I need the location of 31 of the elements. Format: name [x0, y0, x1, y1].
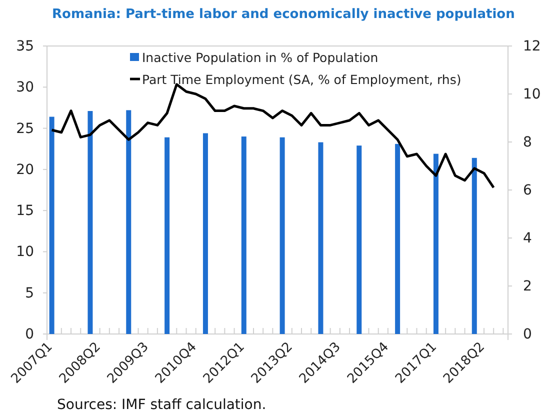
y-tick-label: 30	[16, 80, 34, 96]
bar	[356, 146, 362, 334]
legend-label: Part Time Employment (SA, % of Employment, rhs)	[142, 72, 462, 87]
y-tick-label: 10	[16, 244, 34, 260]
bar	[472, 158, 477, 334]
chart-title: Romania: Part-time labor and economically inactive population	[52, 7, 515, 22]
y-tick-label: 25	[16, 120, 34, 137]
bar	[318, 142, 324, 334]
bar	[395, 144, 400, 334]
y2-tick-label: 4	[523, 230, 532, 246]
bar	[202, 133, 208, 334]
y2-tick-label: 0	[523, 326, 532, 342]
y2-tick-label: 12	[523, 38, 541, 54]
y2-tick-label: 2	[523, 278, 532, 294]
y2-tick-label: 10	[523, 86, 541, 102]
source-note: Sources: IMF staff calculation.	[57, 397, 266, 413]
bar	[88, 111, 93, 334]
bar	[433, 154, 438, 334]
y-tick-label: 0	[25, 326, 34, 342]
bar	[49, 116, 54, 334]
y2-tick-label: 6	[523, 182, 532, 198]
bar	[241, 136, 246, 334]
bar	[164, 137, 170, 334]
y-tick-label: 35	[16, 38, 34, 54]
bar	[280, 137, 285, 334]
y-tick-label: 15	[16, 203, 34, 220]
y-tick-label: 5	[25, 285, 34, 302]
y-tick-label: 20	[16, 162, 34, 178]
bar	[126, 110, 132, 334]
y2-tick-label: 8	[523, 134, 532, 150]
legend-label: Inactive Population in % of Population	[142, 50, 378, 65]
